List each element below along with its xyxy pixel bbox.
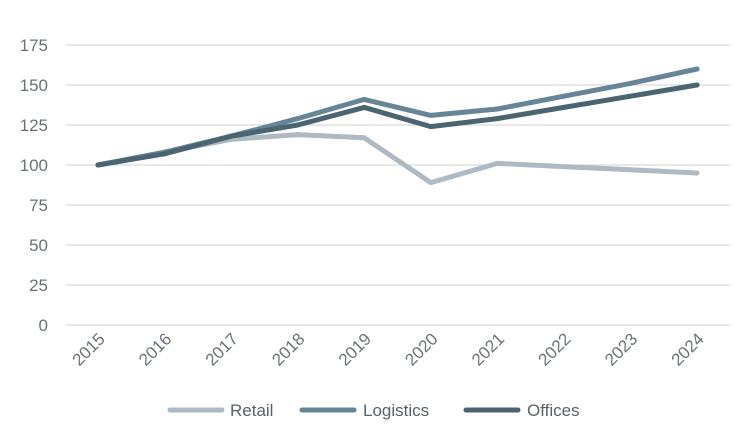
y-axis-tick-labels: 0 25 50 75 100 125 150 175 bbox=[20, 36, 48, 335]
y-tick-label-175: 175 bbox=[20, 36, 48, 55]
x-tick-label-2016: 2016 bbox=[135, 329, 175, 369]
data-point-offices-2023 bbox=[627, 93, 633, 99]
data-point-retail-2018 bbox=[295, 132, 301, 138]
data-point-offices-2021 bbox=[494, 116, 500, 122]
data-point-retail-2022 bbox=[561, 164, 567, 170]
data-point-logistics-2021 bbox=[494, 106, 500, 112]
series-lines bbox=[95, 66, 700, 186]
data-point-offices-2015 bbox=[95, 162, 101, 168]
legend-label-logistics: Logistics bbox=[363, 401, 429, 420]
x-tick-label-2024: 2024 bbox=[668, 329, 708, 369]
data-point-logistics-2019 bbox=[361, 96, 367, 102]
y-tick-label-75: 75 bbox=[29, 196, 48, 215]
legend-label-retail: Retail bbox=[230, 401, 273, 420]
x-tick-label-2022: 2022 bbox=[535, 329, 575, 369]
y-tick-label-25: 25 bbox=[29, 276, 48, 295]
data-point-retail-2023 bbox=[627, 167, 633, 173]
data-point-offices-2024 bbox=[694, 82, 700, 88]
data-point-logistics-2020 bbox=[428, 112, 434, 118]
data-point-offices-2018 bbox=[295, 122, 301, 128]
x-tick-label-2015: 2015 bbox=[69, 329, 109, 369]
data-point-retail-2021 bbox=[494, 160, 500, 166]
series-line-offices bbox=[95, 82, 700, 168]
x-tick-label-2017: 2017 bbox=[202, 329, 242, 369]
y-tick-label-0: 0 bbox=[39, 316, 48, 335]
x-tick-label-2019: 2019 bbox=[335, 329, 375, 369]
data-point-logistics-2023 bbox=[627, 80, 633, 86]
gridlines bbox=[66, 44, 729, 326]
x-tick-label-2020: 2020 bbox=[401, 329, 441, 369]
data-point-offices-2016 bbox=[162, 151, 168, 157]
series-line-retail bbox=[95, 132, 700, 186]
x-tick-label-2023: 2023 bbox=[601, 329, 641, 369]
data-point-offices-2020 bbox=[428, 124, 434, 130]
data-point-logistics-2024 bbox=[694, 66, 700, 72]
data-point-offices-2017 bbox=[228, 133, 234, 139]
x-tick-label-2021: 2021 bbox=[468, 329, 508, 369]
legend: Retail Logistics Offices bbox=[167, 401, 580, 420]
data-point-retail-2020 bbox=[428, 180, 434, 186]
y-tick-label-150: 150 bbox=[20, 76, 48, 95]
y-tick-label-50: 50 bbox=[29, 236, 48, 255]
x-tick-label-2018: 2018 bbox=[268, 329, 308, 369]
data-point-retail-2019 bbox=[361, 135, 367, 141]
data-point-offices-2019 bbox=[361, 104, 367, 110]
data-point-logistics-2018 bbox=[295, 116, 301, 122]
y-tick-label-125: 125 bbox=[20, 116, 48, 135]
legend-label-offices: Offices bbox=[527, 401, 580, 420]
data-point-retail-2024 bbox=[694, 170, 700, 176]
data-point-offices-2022 bbox=[561, 104, 567, 110]
x-axis-tick-labels: 2015 2016 2017 2018 2019 2020 2021 2022 2023 2024 bbox=[69, 329, 708, 369]
y-tick-label-100: 100 bbox=[20, 156, 48, 175]
data-point-logistics-2022 bbox=[561, 93, 567, 99]
